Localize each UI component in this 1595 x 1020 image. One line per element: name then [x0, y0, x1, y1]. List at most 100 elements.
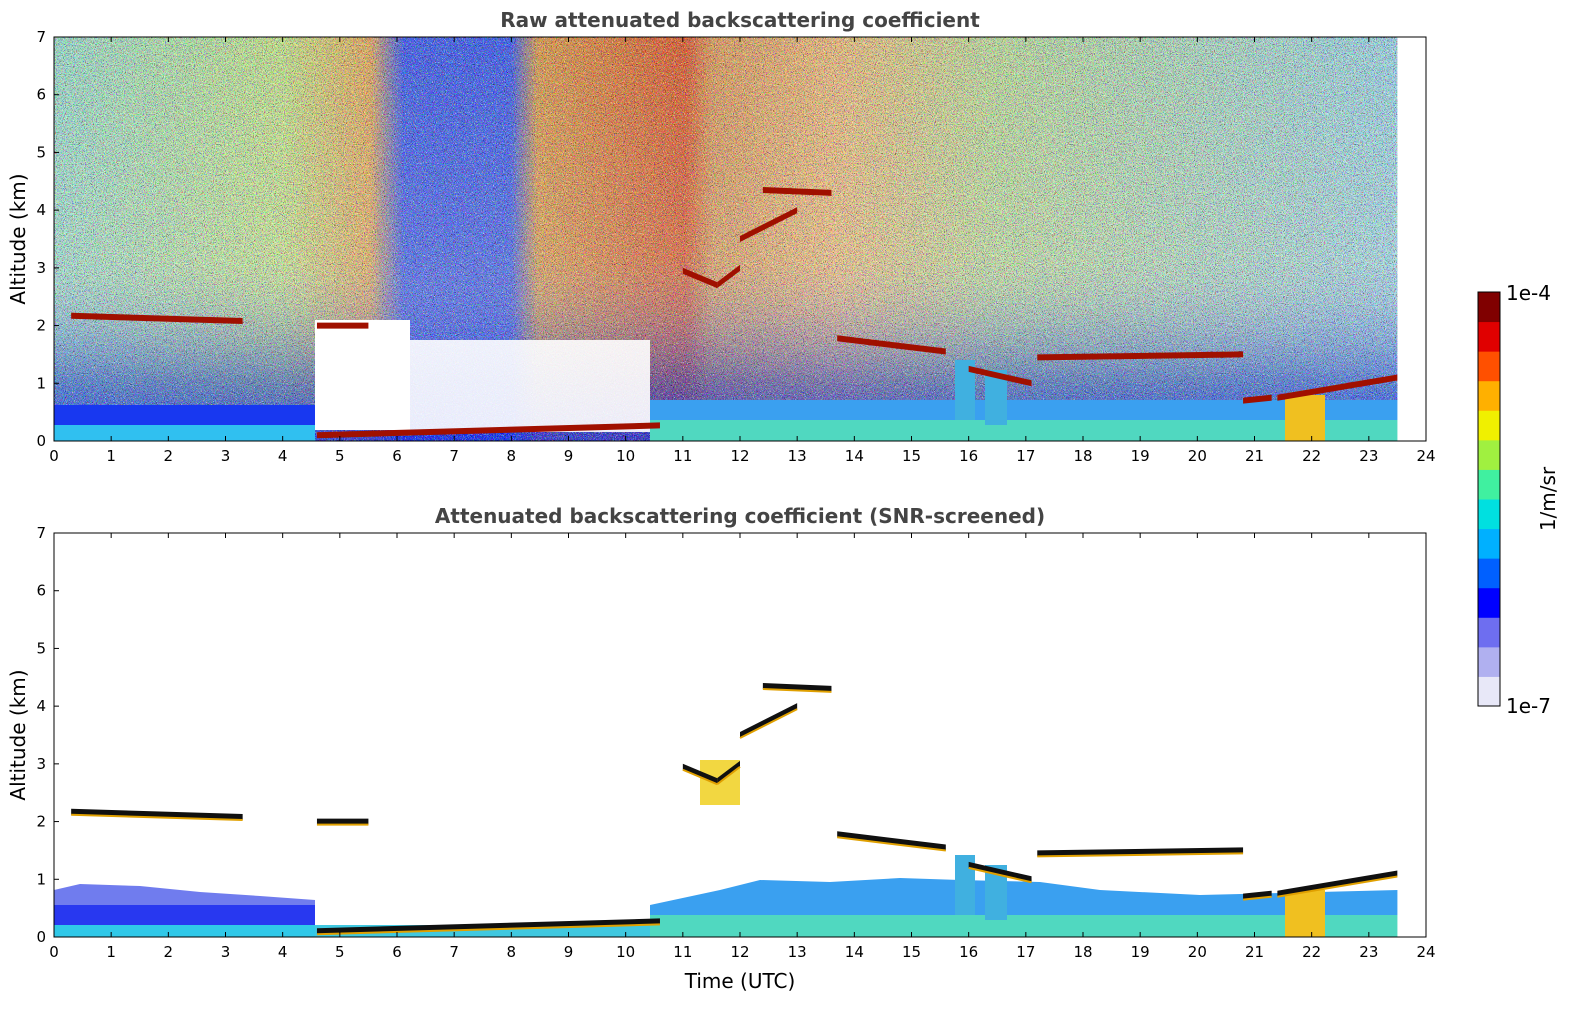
raw-precip-streak-2 [985, 370, 1007, 425]
cloud-layer-edge-7 [968, 866, 1032, 884]
screened-heatmap [54, 533, 1398, 937]
screened-panel-title: Attenuated backscattering coefficient (S… [435, 504, 1045, 528]
x-tick-label: 2 [164, 943, 174, 961]
y-tick-label: 2 [36, 317, 46, 335]
x-tick-label: 22 [1302, 447, 1321, 465]
raw-gap-1 [315, 320, 410, 430]
colorbar-swatch [1478, 439, 1500, 470]
x-tick-label: 6 [392, 447, 402, 465]
cloud-layer-11 [316, 422, 660, 439]
cloud-layer-9 [1243, 394, 1272, 404]
cloud-layer-3 [717, 760, 740, 785]
cloud-layer-1 [316, 322, 369, 329]
y-tick-label: 0 [36, 928, 46, 946]
x-tick-label: 13 [788, 943, 807, 961]
y-tick-label: 6 [36, 86, 46, 104]
y-tick-label: 4 [36, 201, 46, 219]
x-tick-label: 0 [49, 943, 59, 961]
screened-yellow-plume [1285, 890, 1325, 937]
cloud-layer-2 [682, 267, 718, 289]
y-tick-label: 1 [36, 870, 46, 888]
x-tick-label: 17 [1016, 447, 1035, 465]
x-tick-label: 7 [449, 943, 459, 961]
y-tick-label: 3 [36, 755, 46, 773]
colorbar-swatch [1478, 558, 1500, 589]
x-tick-label: 14 [845, 943, 864, 961]
x-tick-label: 19 [1131, 447, 1150, 465]
screened-panel: Attenuated backscattering coefficient (S… [6, 504, 1436, 993]
cloud-layer-7 [968, 861, 1032, 883]
x-tick-label: 23 [1359, 447, 1378, 465]
x-tick-label: 1 [106, 447, 116, 465]
x-tick-label: 23 [1359, 943, 1378, 961]
raw-precip-streak-1 [955, 360, 975, 420]
cloud-layer-0 [71, 312, 243, 324]
cloud-layer-edge-0 [71, 813, 243, 821]
x-tick-label: 15 [902, 447, 921, 465]
colorbar-swatch [1478, 321, 1500, 352]
cloud-layer-2 [682, 763, 718, 785]
colorbar-swatch [1478, 528, 1500, 559]
cloud-layer-4 [740, 703, 798, 738]
x-tick-label: 12 [730, 943, 749, 961]
x-axis-label: Time (UTC) [684, 969, 796, 993]
cloud-layer-6 [837, 831, 946, 851]
x-tick-label: 9 [564, 943, 574, 961]
cloud-layer-0 [71, 808, 243, 820]
screened-precip-streak-1 [955, 855, 975, 915]
cloud-layer-edge-4 [739, 708, 798, 739]
x-tick-label: 0 [49, 447, 59, 465]
cloud-layer-11 [316, 918, 660, 935]
y-tick-label: 0 [36, 432, 46, 450]
y-tick-label: 6 [36, 582, 46, 600]
colorbar-min-label: 1e-7 [1506, 694, 1551, 718]
cloud-layer-edge-8 [1037, 852, 1244, 858]
x-tick-label: 13 [788, 447, 807, 465]
no-data-region [1397, 37, 1426, 441]
cloud-layer-3 [717, 264, 740, 289]
cloud-layer-6 [837, 335, 946, 355]
cloud-layer-edge-9 [1242, 895, 1272, 901]
y-tick-label: 1 [36, 374, 46, 392]
colorbar-swatch [1478, 646, 1500, 677]
colorbar-swatch [1478, 587, 1500, 618]
y-tick-label: 5 [36, 143, 46, 161]
x-tick-label: 15 [902, 943, 921, 961]
x-tick-label: 8 [507, 447, 517, 465]
cloud-layer-7 [968, 365, 1032, 387]
colorbar-unit-label: 1/m/sr [1536, 466, 1560, 531]
x-tick-label: 21 [1245, 943, 1264, 961]
x-tick-label: 10 [616, 447, 635, 465]
x-tick-label: 11 [673, 943, 692, 961]
cloud-layer-4 [740, 207, 798, 242]
x-tick-label: 4 [278, 943, 288, 961]
colorbar-frame [1477, 291, 1501, 707]
x-tick-label: 21 [1245, 447, 1264, 465]
raw-yellow-plume [1285, 395, 1325, 441]
raw-boundary-layer-base [54, 425, 315, 441]
cloud-layer-10 [1277, 870, 1398, 897]
x-tick-label: 9 [564, 447, 574, 465]
x-tick-label: 20 [1188, 447, 1207, 465]
colorbar-swatch [1478, 469, 1500, 500]
x-tick-label: 3 [221, 943, 231, 961]
cloud-layer-5 [762, 186, 832, 196]
colorbar-swatch [1478, 617, 1500, 648]
x-tick-label: 7 [449, 447, 459, 465]
y-tick-label: 7 [36, 28, 46, 46]
y-tick-label: 4 [36, 697, 46, 715]
y-tick-label: 2 [36, 813, 46, 831]
cloud-layer-edge-10 [1277, 875, 1398, 898]
x-tick-label: 24 [1416, 943, 1435, 961]
cloud-layer-10 [1277, 374, 1398, 401]
x-tick-label: 10 [616, 943, 635, 961]
raw-gap-2 [410, 340, 650, 432]
x-tick-label: 19 [1131, 943, 1150, 961]
x-tick-label: 11 [673, 447, 692, 465]
cloud-layer-edge-5 [762, 687, 832, 693]
colorbar-max-label: 1e-4 [1506, 281, 1551, 305]
y-tick-label: 5 [36, 639, 46, 657]
x-tick-label: 6 [392, 943, 402, 961]
x-tick-label: 4 [278, 447, 288, 465]
cloud-layer-edge-3 [716, 766, 741, 785]
